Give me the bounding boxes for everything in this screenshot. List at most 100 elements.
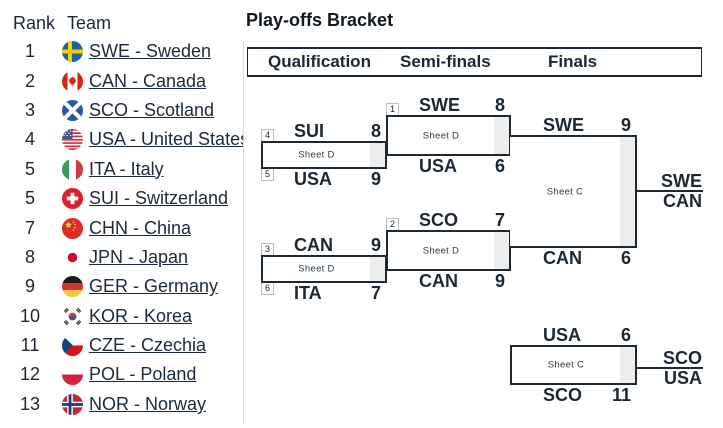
team-link-pol[interactable]: POL - Poland [89, 364, 197, 385]
shade-strip [370, 143, 385, 167]
sheet-label: Sheet C [547, 359, 585, 371]
table-row: 10 KOR - Korea [0, 302, 243, 331]
team-row: SWE 8 [386, 95, 511, 115]
team-score: 8 [370, 121, 381, 141]
team-link-usa[interactable]: USA - United States [89, 129, 243, 150]
team-score: 9 [494, 271, 505, 291]
flag-chn-icon [62, 217, 83, 239]
match-box[interactable]: Sheet D [386, 115, 511, 156]
team-link-swe[interactable]: SWE - Sweden [89, 41, 212, 62]
team-link-chn[interactable]: CHN - China [89, 217, 192, 238]
match-box[interactable]: Sheet C [510, 135, 637, 248]
bronze-result: SCO USA [637, 349, 703, 387]
team-link-can[interactable]: CAN - Canada [89, 70, 207, 91]
team-score: 6 [620, 248, 631, 268]
flag-kor-icon [62, 305, 83, 327]
team-link-cze[interactable]: CZE - Czechia [89, 335, 207, 356]
bracket-title: Play-offs Bracket [246, 10, 394, 30]
team-row: CAN 9 [386, 271, 511, 291]
panel-divider [243, 42, 244, 425]
team-name: USA [294, 169, 333, 189]
ranking-rows: 1 SWE - Sweden 2 CAN - Canada 3 SCO - Sc… [0, 37, 243, 419]
round-label-qualification: Qualification [268, 52, 371, 71]
shade-strip [494, 232, 509, 269]
sheet-label: Sheet D [422, 130, 460, 141]
match-box[interactable]: Sheet D [386, 230, 511, 271]
team-row: ITA 7 [261, 283, 387, 303]
team-row: USA 6 [510, 325, 637, 345]
team-link-jpn[interactable]: JPN - Japan [89, 246, 189, 267]
team-name: CAN [543, 248, 582, 268]
team-link-ita[interactable]: ITA - Italy [89, 158, 164, 179]
table-row: 4 USA - United States [0, 125, 243, 154]
team-row: SUI 8 [261, 121, 387, 141]
flag-nor-icon [62, 393, 83, 415]
match-box[interactable]: Sheet C [510, 345, 637, 385]
shade-strip [494, 117, 509, 154]
team-link-kor[interactable]: KOR - Korea [89, 305, 193, 326]
flag-sui-icon [62, 188, 83, 210]
team-score: 7 [494, 210, 505, 230]
team-row: SWE 9 [510, 115, 637, 135]
flag-cze-icon [62, 335, 83, 357]
shade-strip [620, 137, 635, 246]
team-row: USA 9 [261, 169, 387, 189]
team-score: 6 [494, 156, 505, 176]
rank-cell: 11 [20, 335, 40, 356]
rank-cell: 10 [19, 305, 41, 326]
sheet-label: Sheet D [422, 245, 460, 256]
team-link-nor[interactable]: NOR - Norway [89, 393, 207, 414]
rank-cell: 4 [24, 129, 35, 150]
rank-column-header: Rank [13, 13, 56, 33]
rank-cell: 5 [24, 188, 35, 209]
match-qualification-1: 4 5 SUI 8 Sheet D USA 9 [261, 122, 387, 188]
ranking-table: Rank Team 1 SWE - Sweden 2 CAN - Canada … [0, 0, 243, 428]
flag-jpn-icon [62, 246, 83, 268]
table-row: 2 CAN - Canada [0, 66, 243, 95]
team-score: 8 [494, 95, 505, 115]
rank-cell: 7 [24, 217, 35, 238]
team-link-sui[interactable]: SUI - Switzerland [89, 188, 229, 209]
final-winner-label: SWE [637, 172, 703, 192]
match-bronze: USA 6 Sheet C SCO 11 [510, 326, 637, 404]
match-box[interactable]: Sheet D [261, 255, 387, 283]
team-name: SWE [419, 95, 461, 115]
team-score: 9 [370, 235, 381, 255]
table-row: 5 SUI - Switzerland [0, 184, 243, 213]
rank-cell: 13 [19, 393, 41, 414]
team-link-ger[interactable]: GER - Germany [89, 276, 219, 297]
match-semifinal-1: 1 SWE 8 Sheet D USA 6 [386, 96, 511, 175]
sheet-label: Sheet D [298, 149, 335, 161]
table-row: 13 NOR - Norway [0, 390, 243, 419]
team-name: SUI [294, 121, 325, 141]
final-result: SWE CAN [637, 172, 703, 210]
team-name: SWE [543, 115, 585, 135]
team-score: 6 [620, 325, 631, 345]
flag-sco-icon [62, 99, 83, 121]
team-score: 7 [370, 283, 381, 303]
flag-usa-icon [62, 129, 83, 151]
round-label-semifinals: Semi-finals [400, 52, 491, 71]
bracket-panel: Play-offs Bracket Qualification Semi-fin… [243, 0, 703, 428]
shade-strip [620, 347, 635, 383]
team-link-sco[interactable]: SCO - Scotland [89, 99, 215, 120]
table-row: 5 ITA - Italy [0, 155, 243, 184]
shade-strip [370, 257, 385, 281]
team-name: SCO [419, 210, 459, 230]
team-row: USA 6 [386, 156, 511, 176]
table-row: 8 JPN - Japan [0, 243, 243, 272]
round-header: Qualification Semi-finals Finals [247, 47, 702, 77]
team-name: CAN [294, 235, 333, 255]
team-name: SCO [543, 385, 583, 405]
flag-pol-icon [62, 364, 83, 386]
team-score: 9 [620, 115, 631, 135]
round-label-finals: Finals [548, 52, 598, 71]
team-column-header: Team [67, 13, 112, 33]
match-semifinal-2: 2 SCO 7 Sheet D CAN 9 [386, 211, 511, 290]
table-row: 12 POL - Poland [0, 360, 243, 389]
team-row: SCO 11 [510, 385, 637, 405]
match-box[interactable]: Sheet D [261, 141, 387, 169]
team-row: CAN 9 [261, 235, 387, 255]
rank-cell: 3 [24, 99, 35, 120]
